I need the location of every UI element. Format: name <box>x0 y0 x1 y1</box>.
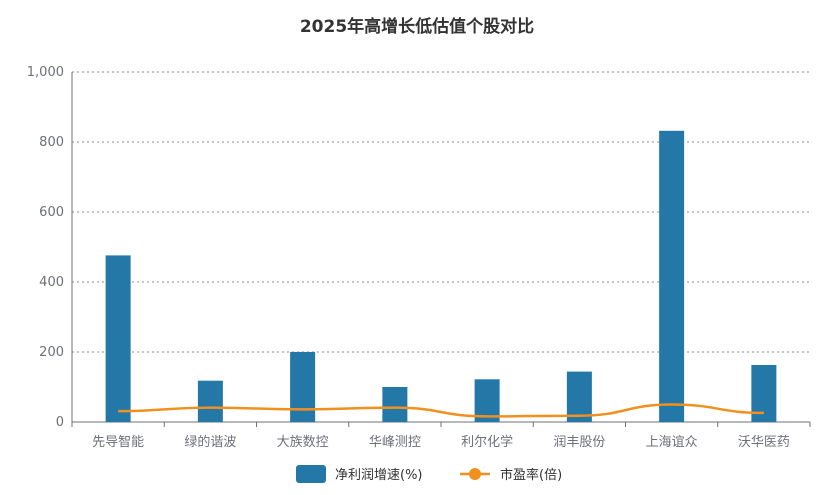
y-tick-label: 0 <box>56 415 64 430</box>
line-point[interactable] <box>393 406 397 410</box>
gridlines <box>72 71 810 353</box>
line-path[interactable] <box>118 403 764 418</box>
x-tick-label: 绿的谐波 <box>184 434 236 450</box>
legend-bar-label[interactable]: 净利润增速(%) <box>335 468 423 483</box>
y-tick-label: 800 <box>39 135 64 150</box>
x-tick-label: 沃华医药 <box>738 435 790 450</box>
legend: 净利润增速(%) 市盈率(倍) <box>296 465 562 483</box>
line-point[interactable] <box>208 406 212 410</box>
line-series <box>116 403 766 418</box>
line-point[interactable] <box>116 409 120 413</box>
y-tick-label: 200 <box>39 345 64 360</box>
legend-bar-swatch[interactable] <box>296 465 326 483</box>
bar[interactable] <box>566 371 592 422</box>
line-point[interactable] <box>301 407 305 411</box>
bar[interactable] <box>197 380 223 422</box>
legend-line-marker <box>469 468 481 480</box>
y-tick-label: 600 <box>39 205 64 220</box>
x-axis: 先导智能 绿的谐波 大族数控 华峰测控 利尔化学 润丰股份 上海谊众 沃华医药 <box>71 421 811 450</box>
y-tick-label: 1,000 <box>27 65 64 80</box>
bar[interactable] <box>382 387 408 422</box>
legend-line-label[interactable]: 市盈率(倍) <box>500 467 562 483</box>
y-axis: 0 200 400 600 800 1,000 <box>27 65 73 430</box>
bar[interactable] <box>105 255 131 422</box>
bar-series <box>105 130 777 423</box>
y-tick-label: 400 <box>39 275 64 290</box>
line-point[interactable] <box>577 414 581 418</box>
line-point[interactable] <box>762 411 766 415</box>
line-point[interactable] <box>485 414 489 418</box>
x-tick-label: 华峰测控 <box>369 435 421 450</box>
bar[interactable] <box>290 352 316 422</box>
chart-title: 2025年高增长低估值个股对比 <box>300 16 534 37</box>
bar[interactable] <box>474 379 500 422</box>
bar[interactable] <box>659 130 685 423</box>
line-point[interactable] <box>670 403 674 407</box>
x-tick-label: 上海谊众 <box>646 435 698 450</box>
x-tick-label: 润丰股份 <box>553 435 605 450</box>
x-tick-label: 先导智能 <box>92 435 144 450</box>
x-tick-label: 利尔化学 <box>461 434 513 450</box>
x-tick-label: 大族数控 <box>277 434 329 450</box>
